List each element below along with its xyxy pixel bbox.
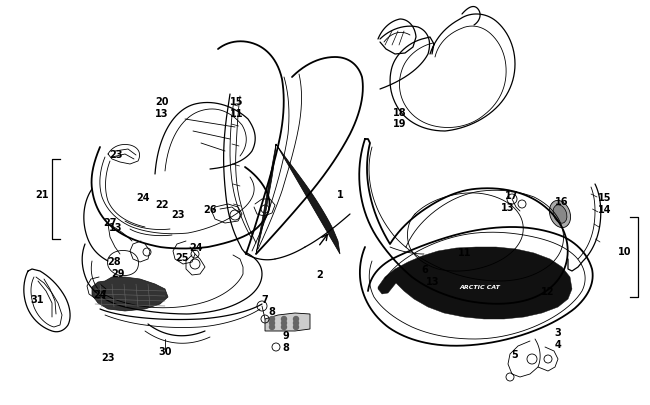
Circle shape — [294, 325, 298, 330]
Circle shape — [281, 325, 287, 330]
Circle shape — [281, 317, 287, 322]
Ellipse shape — [549, 201, 571, 228]
Circle shape — [281, 321, 287, 326]
Text: 20: 20 — [155, 97, 169, 107]
Circle shape — [270, 317, 274, 322]
Text: 3: 3 — [554, 327, 562, 337]
Circle shape — [294, 321, 298, 326]
Text: 24: 24 — [189, 243, 203, 252]
Text: 14: 14 — [598, 205, 612, 215]
Text: 30: 30 — [158, 346, 172, 356]
Text: ARCTIC CAT: ARCTIC CAT — [460, 285, 500, 290]
Text: 27: 27 — [103, 217, 117, 228]
Text: 13: 13 — [426, 276, 440, 286]
Text: 29: 29 — [111, 269, 125, 278]
Text: 31: 31 — [31, 294, 44, 304]
Text: 22: 22 — [155, 200, 169, 209]
Text: 8: 8 — [283, 342, 289, 352]
Text: 13: 13 — [109, 222, 123, 232]
Polygon shape — [256, 145, 340, 254]
Text: 8: 8 — [268, 306, 276, 316]
Text: 11: 11 — [230, 109, 244, 119]
Text: 25: 25 — [176, 252, 188, 262]
Text: 28: 28 — [107, 256, 121, 266]
Text: 23: 23 — [109, 149, 123, 160]
Text: 24: 24 — [93, 289, 107, 299]
Text: 12: 12 — [541, 286, 554, 296]
Text: 10: 10 — [618, 246, 632, 256]
Circle shape — [270, 325, 274, 330]
Circle shape — [294, 317, 298, 322]
Text: 4: 4 — [554, 339, 562, 349]
Text: 2: 2 — [317, 269, 324, 279]
Polygon shape — [265, 313, 310, 331]
Text: 7: 7 — [261, 294, 268, 304]
Circle shape — [270, 321, 274, 326]
Text: 9: 9 — [283, 330, 289, 340]
Text: 23: 23 — [101, 352, 115, 362]
Ellipse shape — [553, 205, 567, 224]
Polygon shape — [378, 247, 572, 319]
Text: 1: 1 — [337, 190, 343, 200]
Text: 19: 19 — [393, 119, 407, 129]
Text: 18: 18 — [393, 108, 407, 118]
Polygon shape — [92, 277, 168, 311]
Text: 21: 21 — [35, 190, 49, 200]
Text: 13: 13 — [501, 202, 515, 213]
Text: 15: 15 — [230, 97, 244, 107]
Text: 16: 16 — [555, 196, 569, 207]
Text: 11: 11 — [458, 247, 472, 257]
Text: 24: 24 — [136, 192, 150, 202]
Text: 6: 6 — [422, 264, 428, 274]
Text: 13: 13 — [155, 109, 169, 119]
Text: 5: 5 — [512, 349, 519, 359]
Text: 26: 26 — [203, 205, 216, 215]
Text: 15: 15 — [598, 192, 612, 202]
Text: 17: 17 — [505, 190, 519, 200]
Text: 23: 23 — [171, 209, 185, 220]
